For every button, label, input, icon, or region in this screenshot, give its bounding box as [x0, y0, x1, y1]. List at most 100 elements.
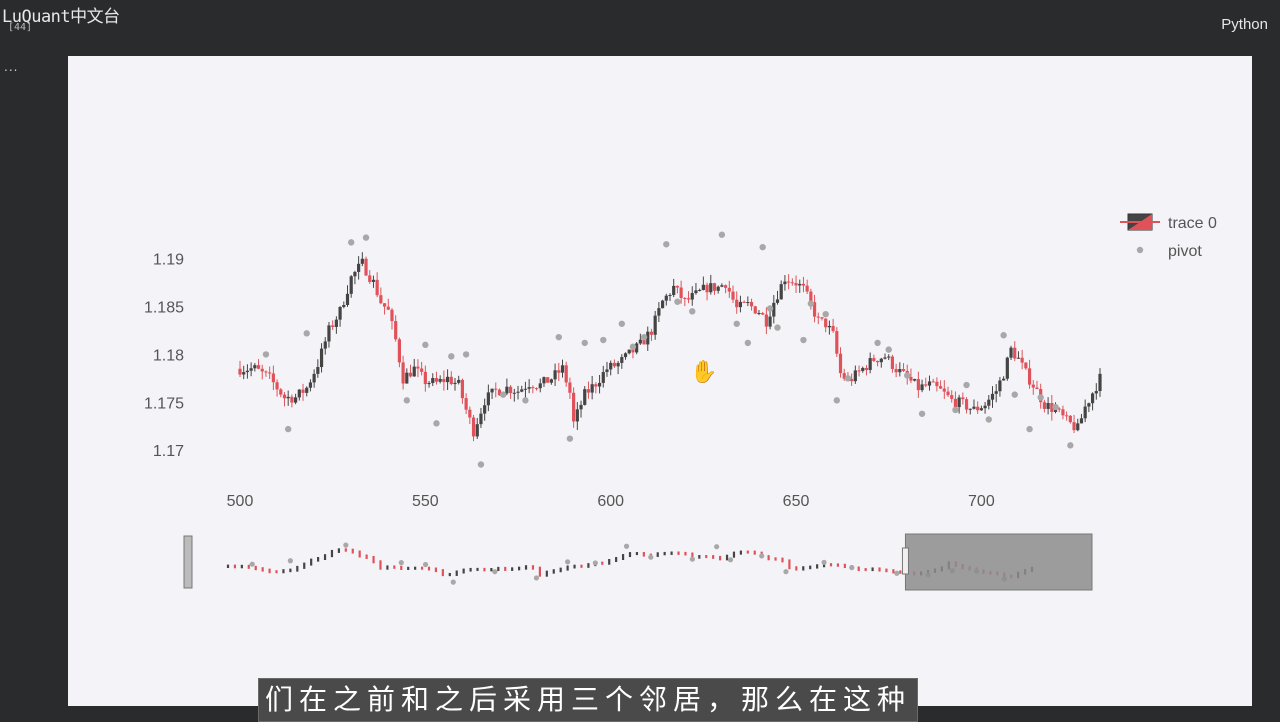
candle-body[interactable] [382, 303, 387, 307]
pivot-point[interactable] [640, 333, 648, 341]
candle-body[interactable] [497, 389, 502, 396]
candle-body[interactable] [850, 378, 854, 382]
pivot-point[interactable] [744, 339, 752, 347]
candle-body[interactable] [664, 295, 668, 301]
pivot-point[interactable] [362, 234, 370, 241]
candle-body[interactable] [416, 366, 420, 369]
candle-body[interactable] [1042, 402, 1046, 409]
candle-body[interactable] [349, 276, 353, 294]
candle-body[interactable] [976, 406, 980, 411]
candle-body[interactable] [927, 381, 932, 386]
candle-body[interactable] [735, 299, 739, 308]
candle-body[interactable] [901, 369, 906, 371]
candle-body[interactable] [950, 395, 954, 399]
candle-body[interactable] [249, 368, 253, 371]
candle-body[interactable] [679, 287, 683, 299]
candle-body[interactable] [798, 283, 802, 286]
candle-body[interactable] [724, 285, 728, 288]
candle-body[interactable] [586, 389, 591, 393]
pivot-point[interactable] [555, 333, 562, 341]
candle-body[interactable] [824, 318, 828, 328]
candle-body[interactable] [738, 301, 743, 308]
candle-body[interactable] [627, 349, 631, 354]
candle-body[interactable] [712, 283, 717, 291]
pivot-point[interactable] [522, 397, 529, 404]
candle-body[interactable] [520, 389, 524, 392]
pivot-point[interactable] [284, 425, 292, 433]
candle-body[interactable] [957, 397, 961, 408]
candle-body[interactable] [801, 283, 806, 286]
pivot-point[interactable] [448, 353, 455, 360]
candle-body[interactable] [861, 367, 865, 371]
candle-body[interactable] [790, 282, 794, 284]
candle-body[interactable] [994, 391, 998, 394]
candle-body[interactable] [490, 388, 494, 393]
candle-body[interactable] [331, 325, 335, 327]
candle-body[interactable] [475, 424, 479, 437]
candle-body[interactable] [245, 370, 250, 373]
candle-body[interactable] [327, 325, 331, 342]
candle-body[interactable] [961, 397, 965, 400]
candle-body[interactable] [342, 305, 346, 307]
candle-body[interactable] [631, 349, 635, 353]
candle-body[interactable] [301, 389, 305, 393]
candle-body[interactable] [998, 380, 1002, 392]
candle-body[interactable] [271, 373, 275, 383]
pivot-point[interactable] [477, 461, 485, 468]
candle-body[interactable] [453, 382, 457, 385]
candle-body[interactable] [557, 370, 561, 373]
candle-body[interactable] [279, 389, 283, 395]
candle-body[interactable] [1005, 357, 1009, 379]
candle-body[interactable] [686, 298, 691, 300]
candle-body[interactable] [612, 362, 616, 367]
pivot-point[interactable] [733, 320, 740, 327]
candle-body[interactable] [757, 312, 761, 314]
pivot-point[interactable] [1052, 403, 1059, 411]
candle-body[interactable] [909, 376, 913, 381]
candle-body[interactable] [512, 392, 516, 394]
candle-body[interactable] [523, 388, 528, 390]
candle-body[interactable] [812, 302, 817, 317]
candle-body[interactable] [701, 284, 705, 290]
candle-body[interactable] [1076, 423, 1080, 431]
candle-body[interactable] [779, 284, 783, 300]
candle-body[interactable] [875, 360, 880, 363]
candle-body[interactable] [931, 381, 935, 383]
candle-body[interactable] [694, 290, 698, 294]
pivot-point[interactable] [663, 241, 670, 248]
candle-body[interactable] [690, 293, 694, 300]
pivot-point[interactable] [1011, 391, 1018, 398]
pivot-point[interactable] [1067, 442, 1074, 449]
candle-body[interactable] [371, 279, 376, 282]
legend-label-trace[interactable]: trace 0 [1168, 215, 1217, 232]
candle-body[interactable] [560, 365, 565, 373]
candle-body[interactable] [775, 299, 780, 303]
candle-body[interactable] [457, 379, 461, 383]
candle-body[interactable] [675, 285, 680, 288]
candle-body[interactable] [983, 405, 987, 409]
legend-label-pivot[interactable]: pivot [1168, 243, 1202, 260]
candle-body[interactable] [946, 391, 950, 396]
pivot-point[interactable] [807, 300, 815, 307]
candle-body[interactable] [438, 378, 442, 382]
more-options-icon[interactable]: ... [4, 60, 19, 74]
candle-body[interactable] [575, 409, 579, 422]
candle-body[interactable] [546, 377, 550, 383]
pivot-point[interactable] [433, 420, 440, 427]
candle-body[interactable] [972, 406, 976, 409]
candle-body[interactable] [890, 356, 895, 369]
candle-body[interactable] [1079, 418, 1084, 424]
pivot-point[interactable] [689, 308, 696, 315]
candle-body[interactable] [605, 369, 609, 372]
candle-body[interactable] [464, 398, 468, 410]
candle-body[interactable] [253, 365, 257, 369]
candle-body[interactable] [683, 298, 687, 300]
candle-body[interactable] [698, 289, 702, 291]
candle-body[interactable] [623, 353, 628, 358]
pivot-point[interactable] [822, 310, 829, 318]
candle-body[interactable] [316, 367, 320, 374]
candle-body[interactable] [268, 372, 272, 374]
candle-body[interactable] [434, 378, 439, 382]
candle-body[interactable] [1046, 403, 1050, 409]
candle-body[interactable] [601, 371, 605, 383]
